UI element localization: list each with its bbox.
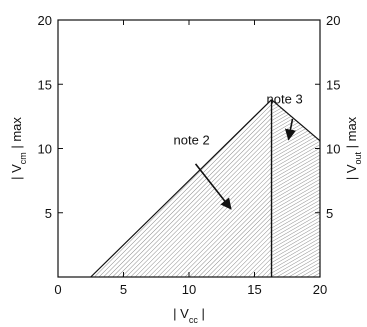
- y-left-axis-title: | Vcm | max: [9, 117, 28, 180]
- region-out-region: [271, 99, 320, 277]
- note-3-label: note 3: [267, 92, 303, 107]
- note-2-arrow: [194, 163, 232, 210]
- y-right-tick-label: 5: [326, 206, 333, 221]
- x-tick-label: 0: [54, 282, 61, 297]
- y-right-tick-label: 20: [326, 13, 340, 28]
- y-left-tick-label: 20: [38, 13, 52, 28]
- y-right-axis-title: | Vout | max: [344, 116, 363, 180]
- x-axis-title: | Vcc |: [173, 306, 205, 325]
- note-3-arrow: [284, 118, 296, 141]
- y-left-tick-label: 5: [45, 206, 52, 221]
- y-right-tick-label: 15: [326, 77, 340, 92]
- x-tick-label: 10: [182, 282, 196, 297]
- y-left-tick-label: 15: [38, 77, 52, 92]
- note-2-label: note 2: [174, 133, 210, 148]
- x-tick-label: 15: [247, 282, 261, 297]
- boundary-vout-line: [271, 99, 321, 142]
- y-left-tick-label: 10: [38, 142, 52, 157]
- x-tick-label: 5: [120, 282, 127, 297]
- y-right-tick-label: 10: [326, 142, 340, 157]
- boundary-vcm-line: [90, 99, 272, 278]
- x-tick-label: 20: [313, 282, 327, 297]
